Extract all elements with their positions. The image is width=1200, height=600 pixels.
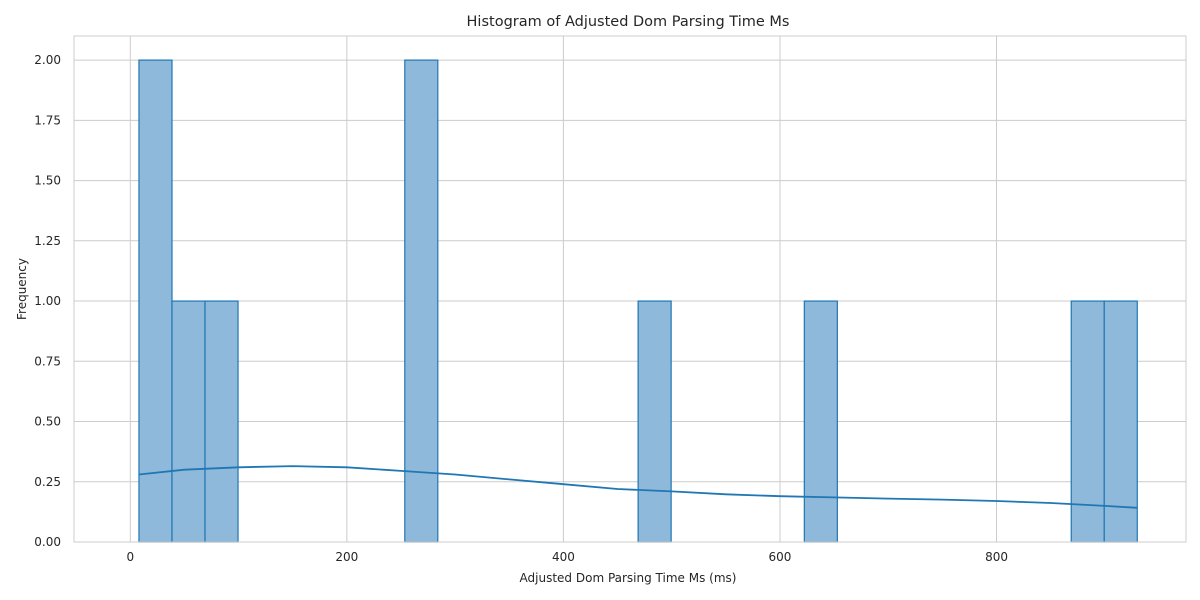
histogram-bar — [171, 300, 206, 543]
histogram-bar — [138, 59, 173, 543]
x-axis-ticks: 0 200 400 600 800 — [126, 550, 1007, 564]
kde-curve — [138, 465, 1138, 509]
y-tick-label: 0.50 — [34, 415, 61, 429]
y-tick-label: 1.25 — [34, 234, 61, 248]
y-tick-label: 1.75 — [34, 113, 61, 127]
x-axis-label: Adjusted Dom Parsing Time Ms (ms) — [520, 571, 737, 585]
histogram-bar — [404, 59, 439, 543]
y-tick-label: 0.00 — [34, 535, 61, 549]
plot-frame — [73, 35, 1187, 543]
x-tick-label: 600 — [769, 550, 792, 564]
y-axis-label: Frequency — [15, 258, 29, 320]
x-tick-label: 400 — [552, 550, 575, 564]
chart-title: Histogram of Adjusted Dom Parsing Time M… — [467, 14, 790, 30]
y-tick-label: 0.25 — [34, 475, 61, 489]
x-tick-label: 200 — [335, 550, 358, 564]
grid — [74, 36, 1186, 543]
x-tick-label: 0 — [126, 550, 134, 564]
histogram-bar — [1070, 300, 1105, 543]
y-tick-label: 2.00 — [34, 53, 61, 67]
histogram-bar — [1103, 300, 1138, 543]
x-tick-label: 800 — [985, 550, 1008, 564]
histogram-bar — [637, 300, 672, 543]
histogram-bar — [204, 300, 239, 543]
y-tick-label: 0.75 — [34, 354, 61, 368]
y-tick-label: 1.50 — [34, 174, 61, 188]
histogram-bar — [803, 300, 838, 543]
y-tick-label: 1.00 — [34, 294, 61, 308]
histogram-bars — [138, 59, 1138, 543]
y-axis-ticks: 0.00 0.25 0.50 0.75 1.00 1.25 1.50 1.75 2.00 — [34, 53, 61, 549]
